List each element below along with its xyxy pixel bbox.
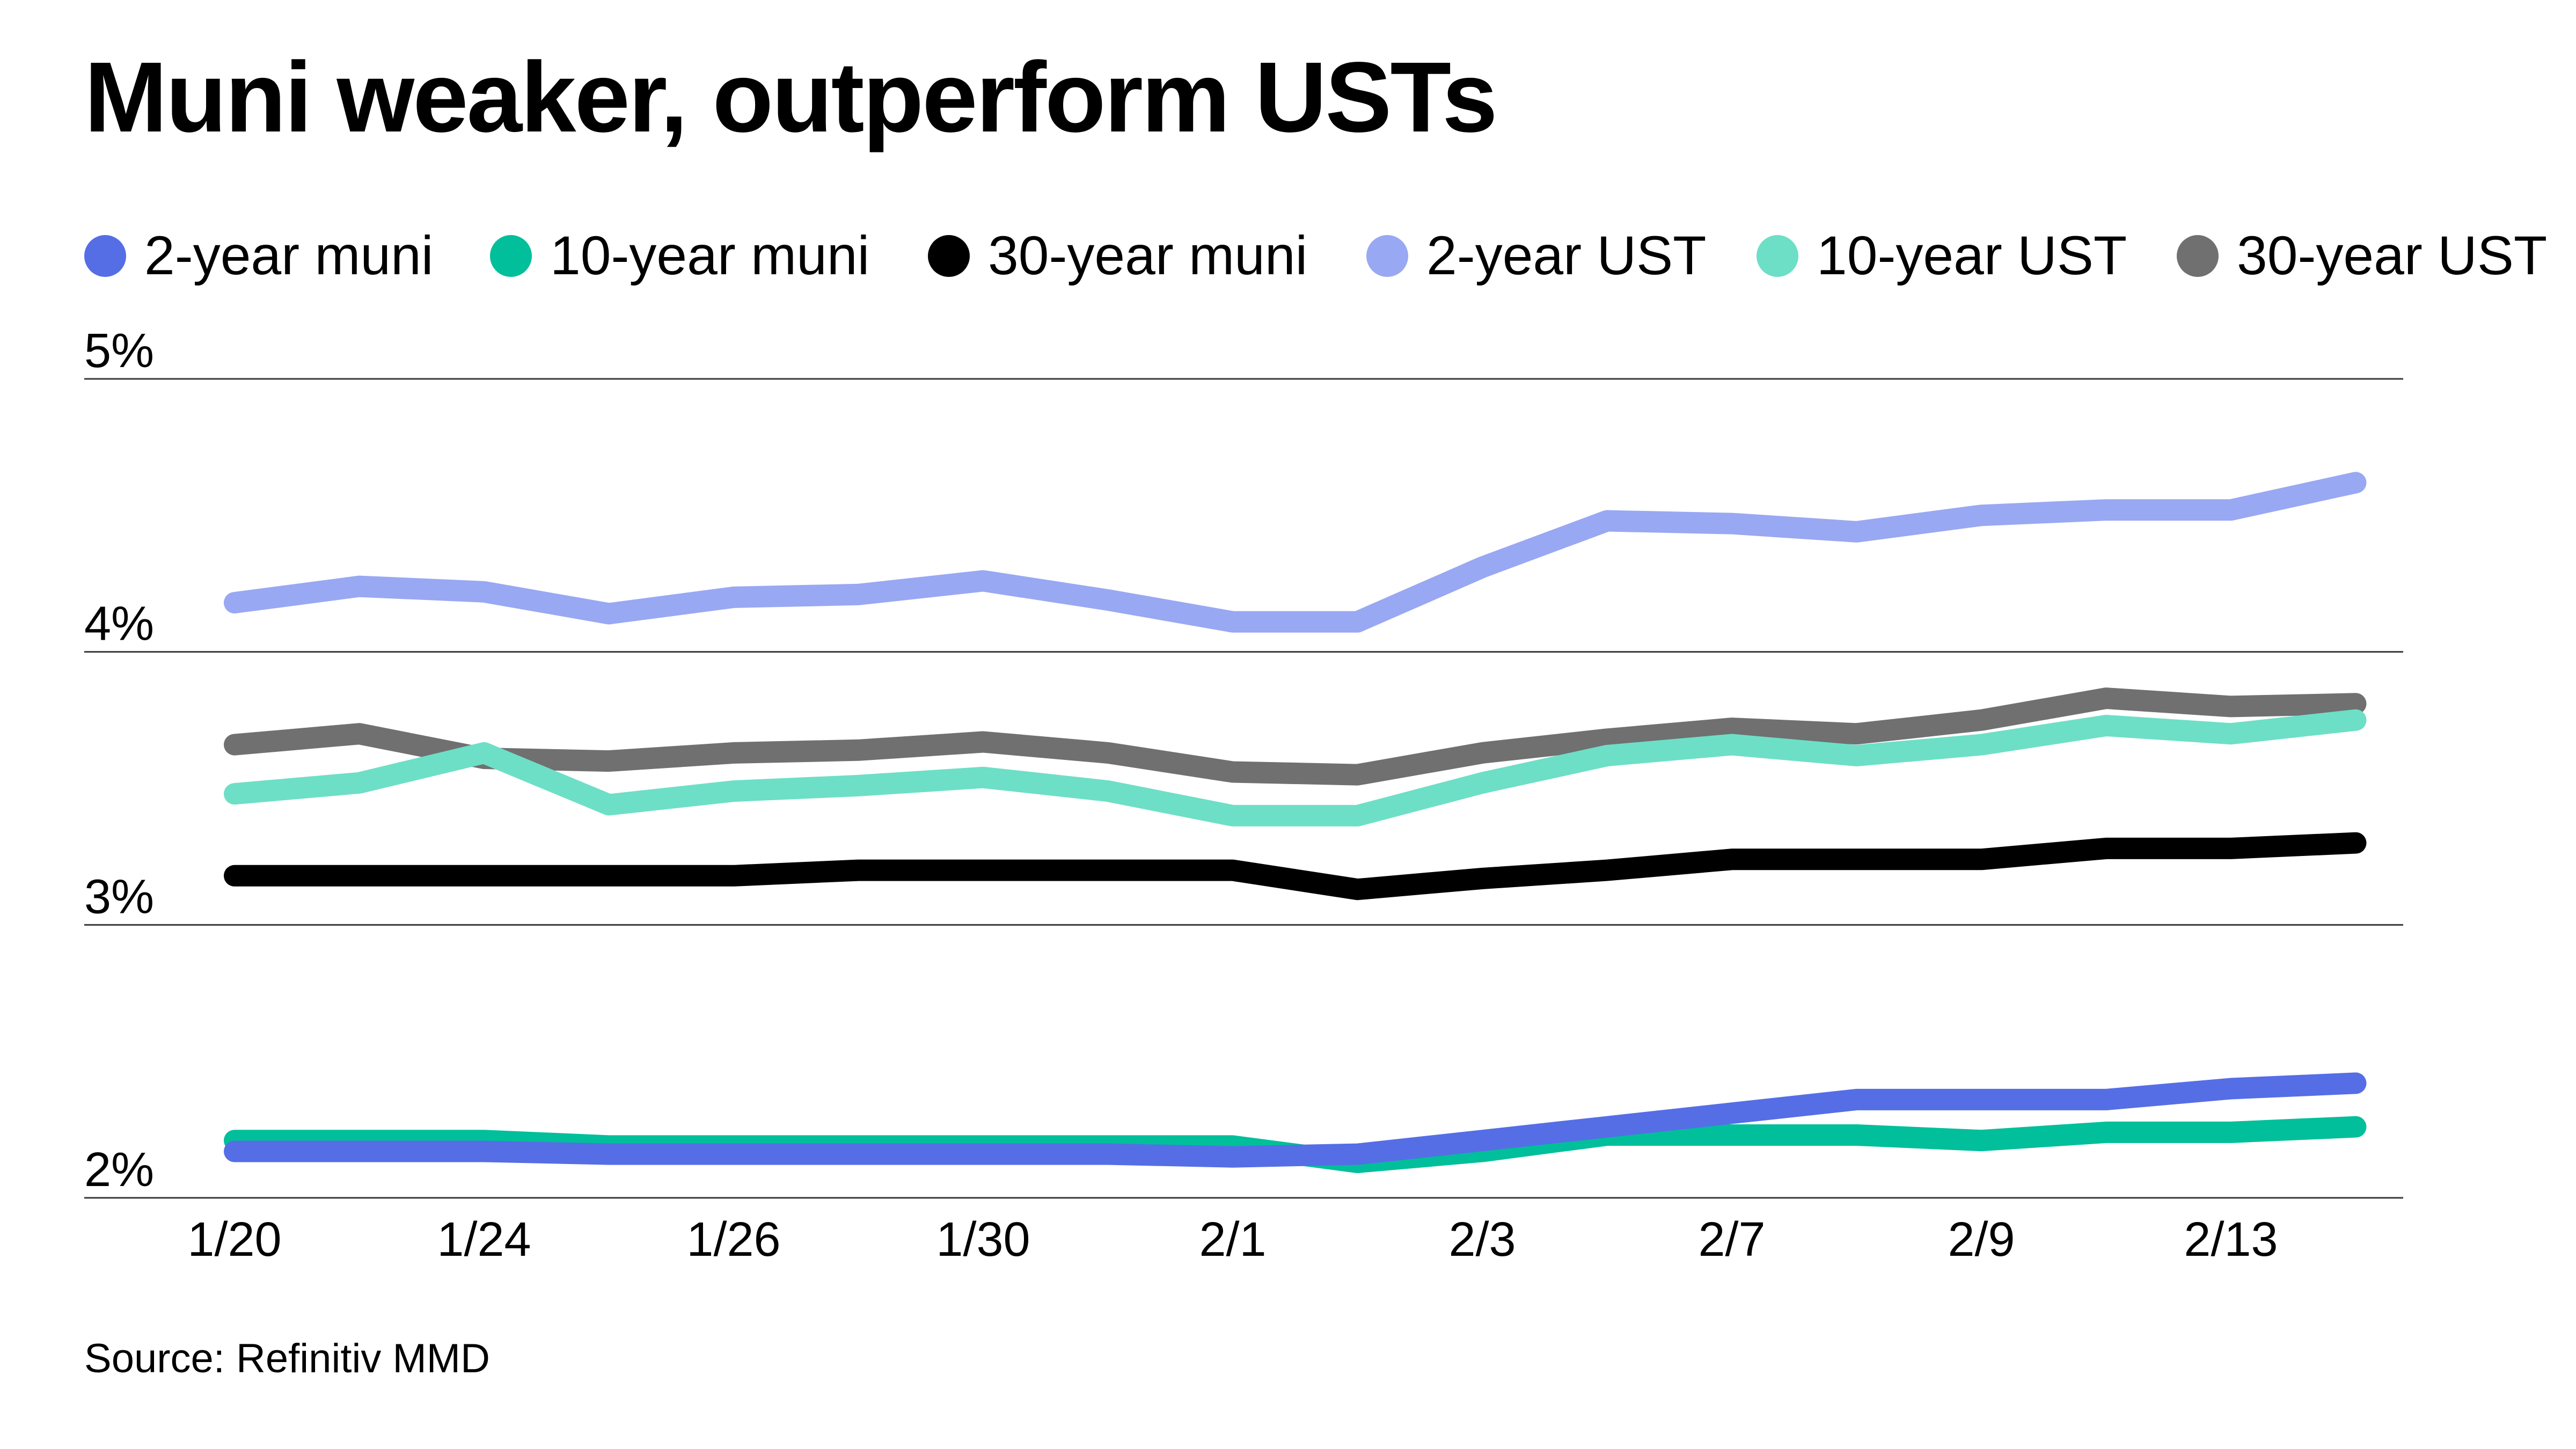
x-tick-label: 2/9 [1948, 1213, 2015, 1267]
x-tick-label: 2/1 [1199, 1213, 1266, 1267]
series-line-10-year-ust [224, 709, 2367, 826]
series-layer [224, 472, 2367, 1173]
series-line-30-year-muni [224, 832, 2367, 901]
x-tick-label: 2/7 [1698, 1213, 1765, 1267]
chart-title: Muni weaker, outperform USTs [84, 42, 1498, 153]
series-line-30-year-ust [224, 687, 2367, 786]
y-axis-labels: 2% 3% 4% 5% [84, 324, 154, 1197]
source-note: Source: Refinitiv MMD [84, 1336, 490, 1381]
x-tick-label: 1/30 [936, 1213, 1030, 1267]
series-line-2-year-ust [224, 472, 2367, 633]
x-tick-label: 1/20 [187, 1213, 281, 1267]
y-tick-label: 3% [84, 870, 154, 924]
x-tick-label: 1/26 [686, 1213, 780, 1267]
y-tick-label: 4% [84, 597, 154, 651]
x-axis-labels: 1/20 1/24 1/26 1/30 2/1 2/3 2/7 2/9 2/13 [187, 1213, 2278, 1267]
x-tick-label: 2/3 [1448, 1213, 1516, 1267]
y-tick-label: 5% [84, 324, 154, 378]
x-tick-label: 2/13 [2184, 1213, 2278, 1267]
y-tick-label: 2% [84, 1143, 154, 1197]
series-line-2-year-muni [224, 1072, 2367, 1168]
x-tick-label: 1/24 [437, 1213, 531, 1267]
grid-layer [84, 378, 2403, 1199]
